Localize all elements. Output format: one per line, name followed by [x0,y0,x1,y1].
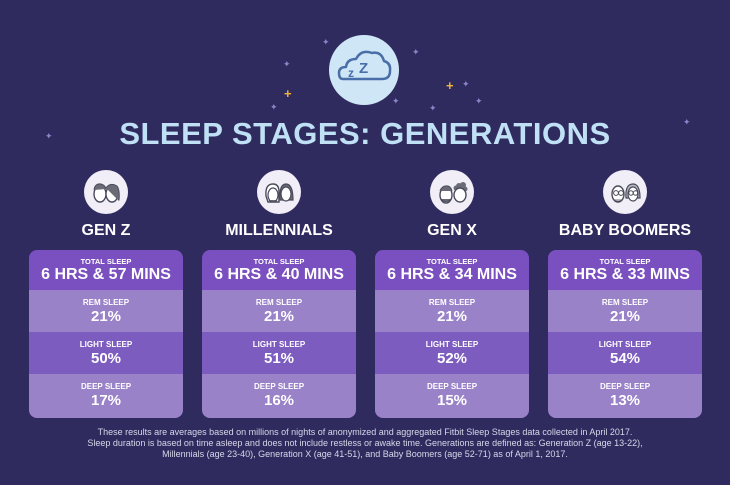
total-sleep-label: TOTAL SLEEP [599,257,651,266]
page-title: SLEEP STAGES: GENERATIONS [119,116,611,151]
total-sleep-row: TOTAL SLEEP 6 HRS & 33 MINS [548,250,702,290]
total-sleep-row: TOTAL SLEEP 6 HRS & 34 MINS [375,250,529,290]
rem-sleep-value: 21% [609,308,641,325]
footnote-line: These results are averages based on mill… [97,427,633,437]
star-icon: ✦ [392,96,400,106]
rem-sleep-row: REM SLEEP 21% [548,290,702,332]
rem-sleep-label: REM SLEEP [255,298,303,307]
star-icon: ✦ [462,79,470,89]
deep-sleep-value: 16% [263,392,295,409]
star-icon: ✦ [45,131,53,141]
star-icon: ✦ [475,96,483,106]
sparkle-plus-icon: + [446,78,454,93]
gen-z-avatar-icon [84,170,128,214]
total-sleep-label: TOTAL SLEEP [80,257,132,266]
stats-card: TOTAL SLEEP 6 HRS & 34 MINS REM SLEEP 21… [375,250,529,418]
deep-sleep-label: DEEP SLEEP [426,382,478,391]
light-sleep-value: 52% [436,350,468,367]
light-sleep-label: LIGHT SLEEP [598,340,652,349]
deep-sleep-row: DEEP SLEEP 15% [375,374,529,418]
generation-name: GEN Z [81,222,131,239]
deep-sleep-label: DEEP SLEEP [599,382,651,391]
baby-boomers-avatar-icon [603,170,647,214]
deep-sleep-row: DEEP SLEEP 17% [29,374,183,418]
total-sleep-label: TOTAL SLEEP [426,257,478,266]
sleep-cloud-zz-icon: z Z [329,35,399,105]
millennials-avatar-icon [257,170,301,214]
light-sleep-row: LIGHT SLEEP 50% [29,332,183,374]
star-icon: ✦ [429,103,437,113]
deep-sleep-row: DEEP SLEEP 16% [202,374,356,418]
generation-name: MILLENNIALS [225,222,333,239]
deep-sleep-row: DEEP SLEEP 13% [548,374,702,418]
star-icon: ✦ [683,117,691,127]
deep-sleep-value: 13% [609,392,641,409]
total-sleep-value: 6 HRS & 40 MINS [214,266,344,283]
gen-x-avatar-icon [430,170,474,214]
light-sleep-label: LIGHT SLEEP [252,340,306,349]
rem-sleep-value: 21% [436,308,468,325]
light-sleep-row: LIGHT SLEEP 51% [202,332,356,374]
star-icon: ✦ [412,47,420,57]
star-icon: ✦ [270,102,278,112]
light-sleep-label: LIGHT SLEEP [425,340,479,349]
generation-name: BABY BOOMERS [558,222,692,239]
svg-text:Z: Z [359,60,368,77]
stats-card: TOTAL SLEEP 6 HRS & 40 MINS REM SLEEP 21… [202,250,356,418]
light-sleep-label: LIGHT SLEEP [79,340,133,349]
star-icon: ✦ [322,37,330,47]
light-sleep-row: LIGHT SLEEP 54% [548,332,702,374]
light-sleep-value: 50% [90,350,122,367]
rem-sleep-row: REM SLEEP 21% [29,290,183,332]
deep-sleep-label: DEEP SLEEP [253,382,305,391]
total-sleep-row: TOTAL SLEEP 6 HRS & 57 MINS [29,250,183,290]
generation-name: GEN X [427,222,477,239]
total-sleep-value: 6 HRS & 57 MINS [41,266,171,283]
light-sleep-row: LIGHT SLEEP 52% [375,332,529,374]
rem-sleep-label: REM SLEEP [428,298,476,307]
footnote: These results are averages based on mill… [40,427,690,460]
footnote-line: Sleep duration is based on time asleep a… [87,438,643,448]
rem-sleep-row: REM SLEEP 21% [375,290,529,332]
svg-text:z: z [348,66,354,80]
total-sleep-row: TOTAL SLEEP 6 HRS & 40 MINS [202,250,356,290]
deep-sleep-label: DEEP SLEEP [80,382,132,391]
total-sleep-value: 6 HRS & 33 MINS [560,266,690,283]
rem-sleep-row: REM SLEEP 21% [202,290,356,332]
deep-sleep-value: 17% [90,392,122,409]
star-icon: ✦ [283,59,291,69]
total-sleep-value: 6 HRS & 34 MINS [387,266,517,283]
light-sleep-value: 54% [609,350,641,367]
stats-card: TOTAL SLEEP 6 HRS & 57 MINS REM SLEEP 21… [29,250,183,418]
sparkle-plus-icon: + [284,86,292,101]
stats-card: TOTAL SLEEP 6 HRS & 33 MINS REM SLEEP 21… [548,250,702,418]
rem-sleep-value: 21% [90,308,122,325]
rem-sleep-label: REM SLEEP [601,298,649,307]
total-sleep-label: TOTAL SLEEP [253,257,305,266]
deep-sleep-value: 15% [436,392,468,409]
rem-sleep-value: 21% [263,308,295,325]
light-sleep-value: 51% [263,350,295,367]
footnote-line: Millennials (age 23-40), Generation X (a… [162,449,568,459]
rem-sleep-label: REM SLEEP [82,298,130,307]
